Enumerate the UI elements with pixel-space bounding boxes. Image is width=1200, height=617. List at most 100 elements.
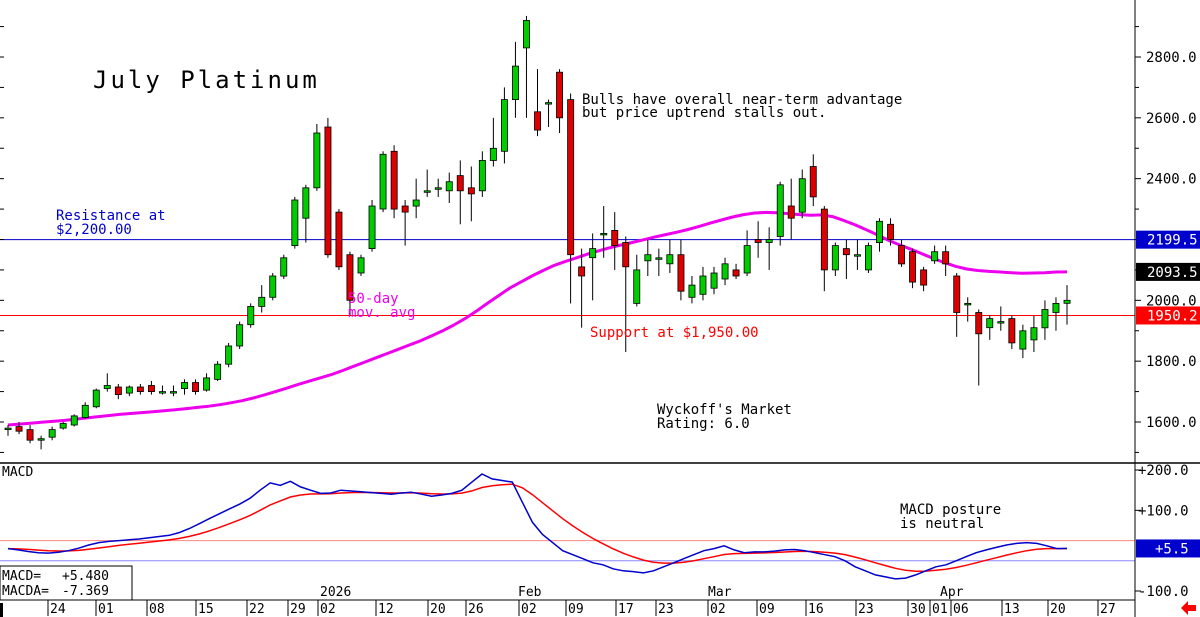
candle-body <box>611 229 619 246</box>
macd-readout-label: MACD= <box>2 569 41 584</box>
candle-body <box>986 318 994 329</box>
candle-body <box>114 386 122 395</box>
month-label: Mar <box>708 585 732 600</box>
macd-tick-label: +200.0 <box>1138 463 1189 479</box>
candle <box>699 266 707 301</box>
candle <box>489 117 497 167</box>
candle-body <box>103 385 111 389</box>
moving-average-label-line-1: 50-day <box>348 291 399 307</box>
candle <box>434 178 442 197</box>
candle-body <box>754 239 762 243</box>
candle <box>854 239 861 270</box>
date-tick-label: 09 <box>568 602 584 617</box>
candle <box>534 69 541 137</box>
candle <box>125 385 133 397</box>
macd-readout-box <box>0 565 133 601</box>
candle-body <box>1008 318 1016 344</box>
candle <box>964 297 972 322</box>
candle-body <box>158 391 166 394</box>
date-tick-label: 01 <box>98 602 114 617</box>
price-tick-label: 2000.0 <box>1146 293 1197 309</box>
candle <box>467 166 475 222</box>
candle-body <box>644 254 652 262</box>
candle <box>975 309 983 386</box>
candle <box>831 242 839 276</box>
candle-body <box>997 321 1005 324</box>
candle-body <box>467 187 475 195</box>
candle <box>677 239 685 301</box>
candle-body <box>975 312 983 335</box>
candle-body <box>291 199 299 246</box>
candle-body <box>247 305 255 326</box>
candle <box>721 257 729 286</box>
chart-title: July Platinum <box>93 66 320 94</box>
chart-note: Bulls have overall near-term advantage b… <box>582 92 911 121</box>
candle <box>147 380 155 395</box>
candle <box>589 233 597 301</box>
resistance-label-line-2: $2,200.00 <box>56 222 132 238</box>
candle-body <box>258 296 266 307</box>
candle <box>567 93 575 304</box>
date-tick-label: 30 <box>910 602 926 617</box>
macd-panel-label: MACD <box>2 465 33 480</box>
candle <box>324 117 332 258</box>
candle <box>876 218 883 252</box>
candle-body <box>236 324 244 347</box>
candle-body <box>820 208 828 271</box>
month-label: Feb <box>518 585 542 600</box>
macd-signal-line <box>7 483 1067 572</box>
last-price-tag-box <box>1136 262 1200 281</box>
candle <box>633 254 641 307</box>
macd-note-line-2: is neutral <box>900 516 984 532</box>
macd-tick-label: +100.0 <box>1138 503 1189 519</box>
candle <box>732 263 740 280</box>
candle-body <box>578 266 586 277</box>
candle-body <box>1052 302 1060 313</box>
date-axis: 24 01 08 15 22 29 02 12 20 26 02 09 17 23 02 09 16 23 30 01… <box>47 585 1116 617</box>
chart-note-line-1: Bulls have overall near-term advantage <box>582 92 902 108</box>
candle-body <box>136 386 144 392</box>
candle <box>236 321 244 349</box>
candle <box>655 248 663 276</box>
candle <box>114 383 122 400</box>
moving-average-label-line-2: mov. avg <box>348 305 415 321</box>
candle <box>743 230 751 276</box>
candle-body <box>59 423 67 429</box>
candle <box>181 379 188 395</box>
market-rating: Wyckoff's Market Rating: 6.0 <box>657 402 800 432</box>
candle <box>203 373 210 392</box>
date-tick-label: 02 <box>710 602 726 617</box>
candle-body <box>313 132 321 189</box>
price-tick-label: 2400.0 <box>1146 172 1197 188</box>
macda-readout-value: -7.369 <box>62 584 109 599</box>
candle <box>379 151 387 213</box>
candle-body <box>1030 327 1038 341</box>
candle-body <box>500 99 508 152</box>
candle <box>500 87 508 164</box>
candle-body <box>1019 330 1027 350</box>
candle <box>865 242 872 273</box>
candle <box>931 245 939 264</box>
candle-body <box>898 245 905 265</box>
macd-readout-value: +5.480 <box>62 569 109 584</box>
candle <box>578 248 586 328</box>
candle-body <box>854 254 861 257</box>
candle-body <box>953 275 961 313</box>
candle <box>1030 315 1038 353</box>
date-tick-label: 17 <box>618 602 634 617</box>
candle <box>523 15 530 118</box>
candle-body <box>666 254 674 265</box>
candle <box>37 435 45 450</box>
candle-body <box>942 251 950 265</box>
candle <box>136 383 144 395</box>
support-label: Support at $1,950.00 <box>590 325 759 341</box>
date-tick-label: 01 <box>932 602 948 617</box>
price-tick-label: 1600.0 <box>1146 415 1197 431</box>
back-arrow-icon[interactable] <box>1181 601 1196 615</box>
candle-body <box>798 178 806 213</box>
date-tick-label: 24 <box>50 602 66 617</box>
candle-body <box>169 391 177 394</box>
chart-note-line-2: but price uptrend stalls out. <box>582 105 826 121</box>
resistance-tag-box <box>1136 230 1200 249</box>
macd-tag-text: +5.5 <box>1155 541 1189 557</box>
